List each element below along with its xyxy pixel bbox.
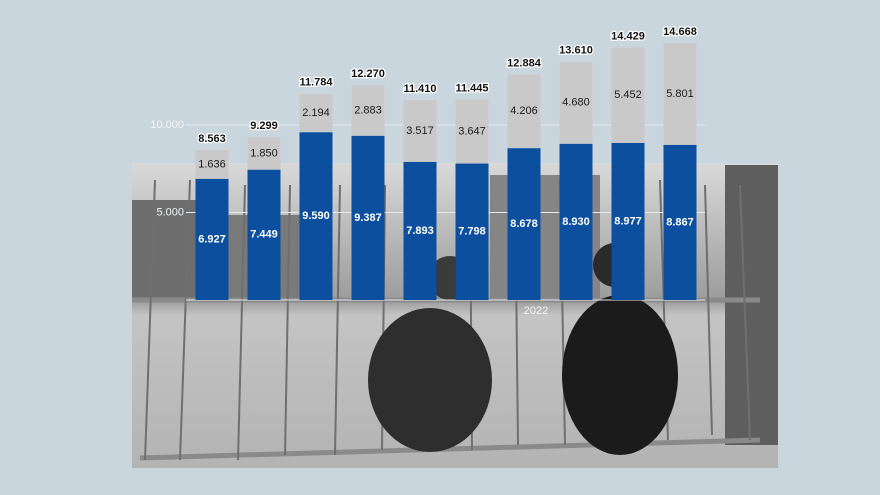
bar-segment	[403, 100, 437, 162]
annotation: 2022	[524, 305, 548, 317]
bar-segment	[351, 85, 385, 136]
total-label: 8.563	[198, 133, 226, 145]
bar-segment	[663, 144, 697, 300]
bar-segment	[559, 143, 593, 300]
bar-segment	[507, 148, 541, 300]
total-label: 12.270	[351, 68, 385, 80]
value-label: 4.206	[510, 105, 538, 117]
value-label: 9.387	[354, 212, 382, 224]
total-label: 12.884	[507, 57, 542, 69]
bar-segment	[247, 169, 281, 300]
value-label: 7.798	[458, 226, 486, 238]
total-label: 14.429	[611, 30, 645, 42]
value-label: 3.517	[406, 125, 434, 137]
value-label: 8.930	[562, 216, 590, 228]
total-label: 9.299	[250, 120, 278, 132]
value-label: 1.636	[198, 158, 226, 170]
bar-segment	[663, 43, 697, 145]
y-tick-label: 5.000	[156, 206, 184, 218]
bar-segment	[403, 161, 437, 300]
bar-segment	[507, 74, 541, 149]
bar-segment	[195, 178, 229, 300]
bar-segment	[247, 137, 281, 170]
bar-segment	[455, 163, 489, 300]
value-label: 3.647	[458, 126, 486, 138]
value-label: 2.194	[302, 107, 330, 119]
value-label: 5.801	[666, 88, 694, 100]
bar-segment	[351, 135, 385, 300]
total-label: 11.784	[299, 77, 333, 89]
value-label: 6.927	[198, 233, 226, 245]
value-label: 7.893	[406, 225, 434, 237]
value-label: 9.590	[302, 210, 330, 222]
bar-segment	[611, 142, 645, 300]
total-label: 14.668	[663, 26, 697, 38]
bar-segment	[611, 47, 645, 143]
value-label: 8.867	[666, 216, 694, 228]
value-label: 8.977	[614, 215, 642, 227]
bar-segment	[299, 132, 333, 300]
total-label: 11.445	[455, 83, 488, 95]
value-label: 7.449	[250, 229, 278, 241]
bar-segment	[455, 99, 489, 164]
value-label: 4.680	[562, 97, 590, 109]
value-label: 8.678	[510, 218, 538, 230]
total-label: 13.610	[559, 45, 593, 57]
value-label: 5.452	[614, 89, 642, 101]
y-tick-label: 10.000	[150, 119, 184, 131]
bar-segment	[299, 93, 333, 133]
bar-segment	[195, 150, 229, 179]
value-label: 1.850	[250, 147, 278, 159]
value-label: 2.883	[354, 104, 382, 116]
total-label: 11.410	[403, 83, 436, 95]
bar-segment	[559, 61, 593, 144]
